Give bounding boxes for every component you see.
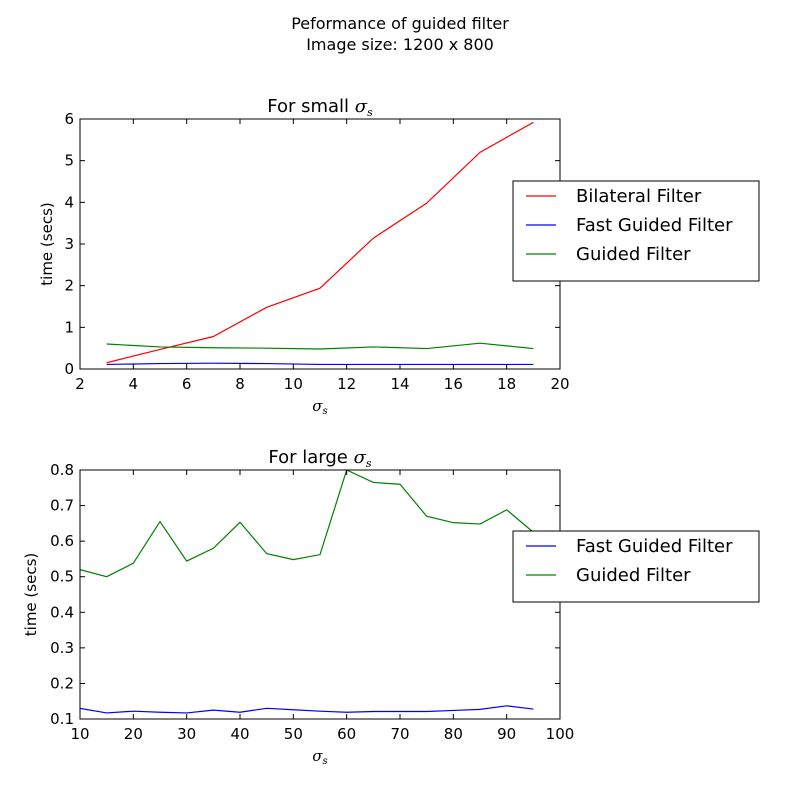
y-tick-label: 0 bbox=[64, 360, 74, 378]
y-axis-label: time (secs) bbox=[22, 553, 40, 636]
x-axis-label-subscript: s bbox=[323, 756, 328, 767]
legend-label: Guided Filter bbox=[576, 244, 691, 265]
x-tick-label: 60 bbox=[337, 725, 356, 743]
x-tick-label: 16 bbox=[444, 375, 463, 393]
y-tick-label: 0.2 bbox=[50, 674, 74, 692]
legend-label: Guided Filter bbox=[576, 565, 691, 586]
y-tick-label: 0.1 bbox=[50, 710, 74, 728]
series-line-fast-guided-filter bbox=[80, 705, 534, 714]
x-tick-label: 6 bbox=[182, 375, 192, 393]
y-tick-label: 0.8 bbox=[50, 461, 74, 479]
chart-title: For small σs bbox=[267, 96, 373, 119]
legend-box bbox=[512, 530, 760, 603]
x-tick-label: 8 bbox=[235, 375, 245, 393]
x-tick-label: 10 bbox=[70, 725, 89, 743]
suptitle-line-1: Peformance of guided filter bbox=[291, 14, 509, 33]
legend-label: Fast Guided Filter bbox=[576, 215, 733, 236]
x-tick-label: 20 bbox=[550, 375, 569, 393]
plot-frame bbox=[79, 469, 561, 720]
x-tick-label: 100 bbox=[546, 725, 575, 743]
suptitle-line-2: Image size: 1200 x 800 bbox=[306, 35, 494, 54]
legend: Bilateral Filter Fast Guided Filter Guided… bbox=[512, 180, 760, 282]
chart-title-sigma: σ bbox=[354, 447, 367, 468]
y-tick-label: 0.6 bbox=[50, 532, 74, 550]
y-axis-label: time (secs) bbox=[38, 202, 56, 285]
y-tick-label: 0.5 bbox=[50, 568, 74, 586]
x-tick-label: 70 bbox=[390, 725, 409, 743]
x-axis-label-subscript: s bbox=[323, 406, 328, 417]
x-tick-label: 14 bbox=[390, 375, 409, 393]
y-tick-label: 1 bbox=[64, 318, 74, 336]
chart-1: 10 20 30 40 50 60 70 80 90 100 0.1 0.2 0.3 0.4 0.5 0.6 0… bbox=[22, 447, 760, 767]
x-axis-label-sigma: σ bbox=[312, 747, 323, 765]
series-line-bilateral-filter bbox=[106, 121, 534, 364]
x-tick-label: 10 bbox=[284, 375, 303, 393]
legend-label: Bilateral Filter bbox=[576, 186, 702, 207]
legend-label: Fast Guided Filter bbox=[576, 536, 733, 557]
x-tick-label: 30 bbox=[177, 725, 196, 743]
chart-title-text: For large bbox=[268, 447, 353, 468]
x-tick-label: 90 bbox=[497, 725, 516, 743]
y-tick-label: 5 bbox=[64, 152, 74, 170]
y-tick-label: 6 bbox=[64, 110, 74, 128]
series-line-guided-filter bbox=[80, 470, 534, 578]
y-tick-label: 4 bbox=[64, 193, 74, 211]
y-tick-label: 2 bbox=[64, 277, 74, 295]
x-tick-label: 12 bbox=[337, 375, 356, 393]
y-tick-label: 0.3 bbox=[50, 639, 74, 657]
x-axis-label: σs bbox=[312, 747, 327, 767]
x-tick-label: 80 bbox=[444, 725, 463, 743]
x-tick-label: 40 bbox=[230, 725, 249, 743]
x-axis-label-sigma: σ bbox=[312, 397, 323, 415]
x-tick-label: 4 bbox=[129, 375, 139, 393]
y-tick-label: 0.4 bbox=[50, 603, 74, 621]
x-tick-label: 50 bbox=[284, 725, 303, 743]
series-line-guided-filter bbox=[106, 342, 534, 350]
chart-title-text: For small bbox=[267, 96, 355, 117]
x-tick-label: 20 bbox=[124, 725, 143, 743]
x-axis-label: σs bbox=[312, 397, 327, 417]
chart-title-subscript: s bbox=[366, 457, 372, 470]
chart-title: For large σs bbox=[268, 447, 371, 470]
plot-frame bbox=[79, 118, 561, 370]
legend-box bbox=[512, 180, 760, 282]
x-tick-label: 2 bbox=[75, 375, 85, 393]
y-tick-label: 0.7 bbox=[50, 497, 74, 515]
chart-title-subscript: s bbox=[367, 106, 373, 119]
chart-title-sigma: σ bbox=[355, 96, 368, 117]
series-line-fast-guided-filter bbox=[106, 362, 534, 366]
y-tick-label: 3 bbox=[64, 235, 74, 253]
legend: Fast Guided Filter Guided Filter bbox=[512, 530, 760, 603]
x-tick-label: 18 bbox=[497, 375, 516, 393]
